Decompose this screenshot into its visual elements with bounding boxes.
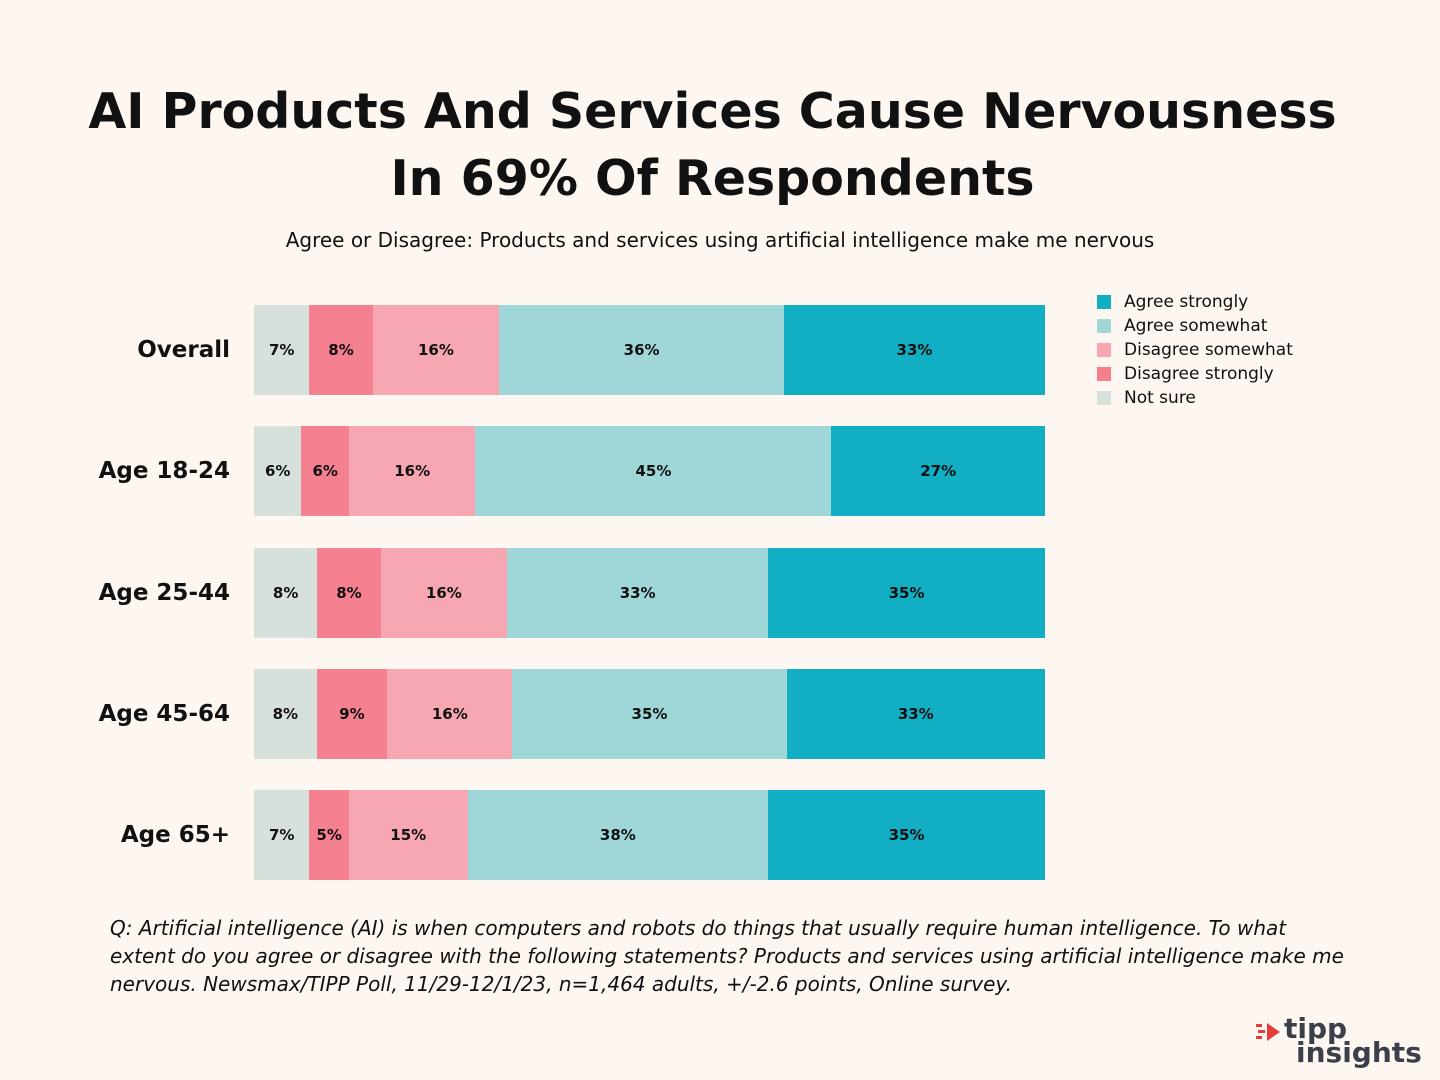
chart-legend: Agree strongly Agree somewhat Disagree som… — [1097, 290, 1293, 410]
bar-segment-agree-strongly: 33% — [786, 669, 1045, 759]
data-label: 9% — [339, 705, 365, 723]
bar-segment-not-sure: 6% — [254, 426, 302, 516]
legend-item-not-sure: Not sure — [1097, 386, 1293, 410]
legend-item-agree-somewhat: Agree somewhat — [1097, 314, 1293, 338]
bar-segment-agree-somewhat: 38% — [467, 790, 769, 880]
survey-footnote: Q: Artificial intelligence (AI) is when … — [110, 916, 1344, 996]
data-label: 36% — [623, 341, 660, 359]
bar-segment-disagree-strongly: 8% — [317, 548, 381, 638]
bar-row-age-65: 7% 5% 15% 38% 35% — [254, 790, 1045, 880]
row-label-overall: Overall — [137, 337, 230, 363]
bar-segment-disagree-somewhat: 16% — [387, 669, 513, 759]
data-label: 8% — [272, 584, 299, 602]
logo-text-tipp: tipp — [1284, 1012, 1348, 1045]
bar-row-age-25-44: 8% 8% 16% 33% 35% — [254, 548, 1045, 638]
data-label: 8% — [336, 584, 362, 602]
data-label: 7% — [268, 826, 295, 844]
row-label-age-65: Age 65+ — [120, 822, 230, 848]
data-label: 7% — [268, 341, 295, 359]
data-label: 8% — [328, 341, 354, 359]
data-label: 45% — [635, 462, 672, 480]
bar-segment-not-sure: 8% — [254, 669, 317, 759]
data-label: 8% — [272, 705, 299, 723]
legend-label: Disagree somewhat — [1124, 340, 1293, 360]
chart-subtitle: Agree or Disagree: Products and services… — [285, 228, 1155, 252]
data-label: 16% — [417, 341, 454, 359]
legend-swatch — [1097, 343, 1111, 357]
bar-segment-not-sure: 8% — [254, 548, 318, 638]
data-label: 16% — [431, 705, 468, 723]
bar-segment-agree-strongly: 35% — [768, 790, 1045, 880]
legend-label: Not sure — [1124, 388, 1196, 408]
legend-swatch — [1097, 391, 1111, 405]
data-label: 6% — [264, 462, 291, 480]
bar-segment-disagree-somewhat: 15% — [348, 790, 468, 880]
bar-segment-disagree-strongly: 5% — [309, 790, 349, 880]
row-label-age-45-64: Age 45-64 — [98, 701, 230, 727]
bar-segment-not-sure: 7% — [254, 305, 310, 395]
data-label: 6% — [312, 462, 338, 480]
data-label: 35% — [888, 826, 925, 844]
legend-swatch — [1097, 295, 1111, 309]
data-label: 5% — [316, 826, 342, 844]
data-label: 33% — [619, 584, 656, 602]
bar-segment-agree-strongly: 33% — [783, 305, 1046, 395]
data-label: 35% — [888, 584, 925, 602]
bar-segment-agree-somewhat: 36% — [499, 305, 784, 395]
bar-segment-disagree-somewhat: 16% — [380, 548, 508, 638]
legend-label: Disagree strongly — [1124, 364, 1274, 384]
bar-segment-agree-strongly: 27% — [831, 426, 1045, 516]
tipp-insights-logo: tipp insights — [1256, 1012, 1422, 1070]
bar-row-age-18-24: 6% 6% 16% 45% 27% — [254, 426, 1045, 516]
legend-item-agree-strongly: Agree strongly — [1097, 290, 1293, 314]
bar-row-overall: 7% 8% 16% 36% 33% — [254, 305, 1046, 395]
chart-title: AI Products And Services Cause Nervousne… — [88, 83, 1337, 207]
bar-segment-disagree-somewhat: 16% — [348, 426, 476, 516]
legend-label: Agree somewhat — [1124, 316, 1268, 336]
legend-item-disagree-strongly: Disagree strongly — [1097, 362, 1293, 386]
legend-swatch — [1097, 367, 1111, 381]
data-label: 15% — [390, 826, 427, 844]
bar-segment-agree-strongly: 35% — [768, 548, 1045, 638]
bar-segment-disagree-strongly: 8% — [309, 305, 373, 395]
legend-item-disagree-somewhat: Disagree somewhat — [1097, 338, 1293, 362]
bar-segment-disagree-strongly: 9% — [316, 669, 388, 759]
logo-arrow-icon — [1256, 1023, 1280, 1041]
bar-row-age-45-64: 8% 9% 16% 35% 33% — [254, 669, 1045, 759]
bar-segment-disagree-strongly: 6% — [301, 426, 349, 516]
data-label: 35% — [631, 705, 668, 723]
legend-swatch — [1097, 319, 1111, 333]
bar-segment-disagree-somewhat: 16% — [372, 305, 500, 395]
row-label-age-18-24: Age 18-24 — [98, 458, 230, 484]
data-label: 16% — [394, 462, 431, 480]
bar-segment-agree-somewhat: 35% — [512, 669, 787, 759]
legend-label: Agree strongly — [1124, 292, 1249, 312]
bar-segment-agree-somewhat: 33% — [507, 548, 769, 638]
row-label-age-25-44: Age 25-44 — [98, 580, 230, 606]
data-label: 38% — [599, 826, 636, 844]
data-label: 16% — [425, 584, 462, 602]
bar-segment-not-sure: 7% — [254, 790, 310, 880]
bar-segment-agree-somewhat: 45% — [475, 426, 832, 516]
data-label: 27% — [920, 462, 957, 480]
data-label: 33% — [896, 341, 933, 359]
logo-text-insights: insights — [1296, 1036, 1422, 1069]
data-label: 33% — [897, 705, 934, 723]
